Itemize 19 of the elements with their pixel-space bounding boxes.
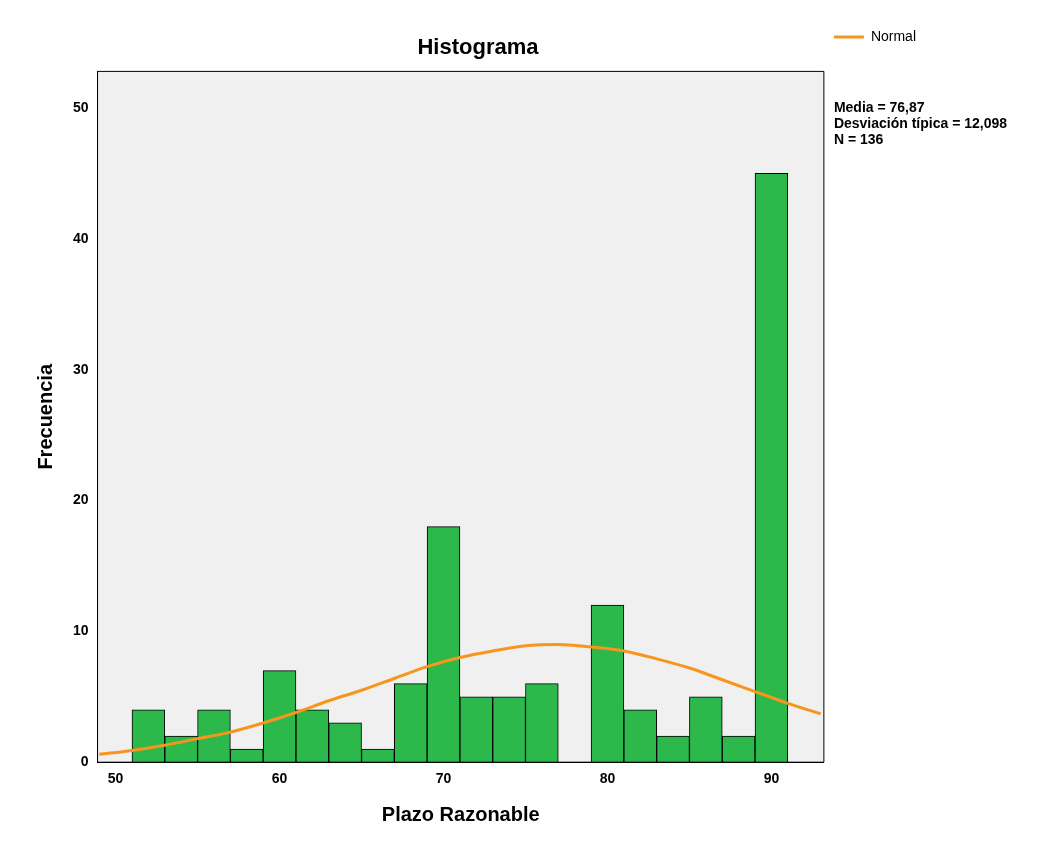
x-tick-label: 90	[763, 770, 780, 787]
y-tick-label: 50	[72, 98, 89, 115]
x-axis-title: Plazo Razonable	[381, 802, 540, 825]
chart-title: Histograma	[417, 34, 540, 60]
line-series	[97, 642, 823, 756]
text: N = 136	[833, 131, 884, 148]
y-tick-label: 40	[72, 229, 89, 246]
y-tick-label: 0	[80, 753, 89, 770]
text: Desviación típica = 12,098	[833, 115, 1008, 132]
x-tick-label: 80	[599, 770, 616, 787]
x-tick-label: 70	[435, 770, 452, 787]
y-tick-label: 20	[72, 491, 89, 508]
y-axis-title: Frecuencia	[33, 363, 56, 470]
x-tick-label: 50	[107, 770, 124, 787]
text: Media = 76,87	[833, 99, 925, 116]
y-tick-label: 10	[72, 622, 89, 639]
x-tick-label: 60	[271, 770, 288, 787]
y-tick-label: 30	[72, 360, 89, 377]
legend-label: Normal	[870, 27, 917, 44]
